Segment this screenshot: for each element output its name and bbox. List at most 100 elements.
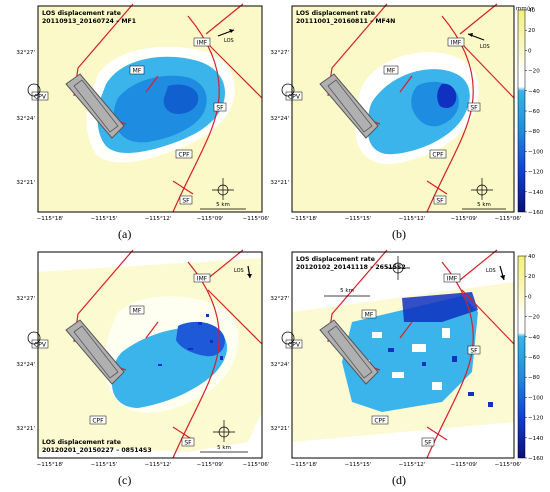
y-tick-labels: 32°27' 32°24' 32°21' — [270, 50, 289, 186]
panel-subtitle: 20120201_20150227 – 08514S3 — [42, 447, 152, 454]
panel-letter-a: (a) — [118, 227, 132, 241]
y-tick-labels: 32°27' 32°24' 32°21' — [16, 50, 35, 186]
map-panel-d: IMF MF SF CPF SF CPV LOS 5 km — [270, 249, 544, 468]
map-labels: IMF MF SF CPF SF CPV — [281, 37, 481, 205]
label-cpv: CPV — [288, 94, 301, 101]
colorbar-tick-label: −20 — [528, 69, 540, 75]
colorbar-tick-label: −60 — [528, 355, 540, 361]
colorbar-tick-label: −60 — [528, 109, 540, 115]
svg-text:−115°09': −115°09' — [197, 462, 224, 468]
svg-text:−115°06': −115°06' — [495, 216, 522, 222]
colorbar-tick-label: −120 — [528, 416, 544, 422]
north-arrow-icon — [471, 178, 493, 200]
colorbar-tick-label: −40 — [528, 89, 540, 95]
svg-text:5 km: 5 km — [216, 202, 230, 208]
map-labels: IMF MF SF CPF SF CPV — [27, 37, 227, 205]
svg-text:−115°15': −115°15' — [91, 462, 118, 468]
svg-text:−115°06': −115°06' — [243, 216, 270, 222]
panel-title: LOS displacement rate — [42, 439, 121, 446]
label-cpv: CPV — [34, 94, 47, 101]
colorbar-tick-label: −100 — [528, 395, 544, 401]
label-cpf: CPF — [178, 152, 190, 159]
label-cpf: CPF — [432, 152, 444, 159]
svg-text:32°27': 32°27' — [270, 296, 289, 302]
los-arrow-icon: LOS — [234, 265, 252, 279]
svg-text:5 km: 5 km — [217, 445, 231, 451]
x-tick-labels: −115°18' −115°15' −115°12' −115°09' −115… — [37, 216, 270, 222]
label-mf: MF — [133, 308, 142, 315]
svg-text:32°27': 32°27' — [270, 50, 289, 56]
label-sf-south: SF — [424, 440, 432, 447]
map-frame — [291, 251, 515, 459]
colorbar-tick-label: −40 — [528, 335, 540, 341]
label-mf: MF — [387, 68, 396, 75]
y-tick-labels: 32°27' 32°24' 32°21' — [270, 296, 289, 432]
svg-text:−115°12': −115°12' — [399, 462, 426, 468]
svg-text:−115°09': −115°09' — [197, 216, 224, 222]
svg-text:LOS: LOS — [224, 38, 234, 44]
label-cpf: CPF — [374, 418, 386, 425]
svg-text:−115°06': −115°06' — [243, 462, 270, 468]
svg-text:−115°18': −115°18' — [291, 216, 318, 222]
colorbar-tick-label: 40 — [528, 254, 536, 260]
svg-text:−115°18': −115°18' — [37, 216, 64, 222]
svg-text:32°24': 32°24' — [270, 116, 289, 122]
los-arrow-icon: LOS — [217, 29, 235, 44]
map-panel-b: IMF MF SF CPF SF CPV LOS 5 km — [270, 3, 544, 222]
svg-text:LOS: LOS — [234, 268, 244, 274]
label-cpv: CPV — [288, 342, 301, 349]
colorbar-tick-label: −160 — [528, 210, 544, 216]
north-arrow-icon — [386, 256, 410, 280]
colorbar-tick-label: 40 — [528, 8, 536, 14]
svg-text:LOS: LOS — [486, 268, 496, 274]
panel-title: LOS displacement rate — [296, 10, 375, 17]
x-tick-labels: −115°18' −115°15' −115°12' −115°09' −115… — [291, 462, 522, 468]
svg-text:−115°15': −115°15' — [345, 462, 372, 468]
colorbar: mm/yr 40 20 0 −20 −40 −60 −80 −100 −120 −140 −160 — [516, 6, 544, 216]
x-tick-labels: −115°18' −115°15' −115°12' −115°09' −115… — [291, 216, 522, 222]
colorbar-tick-label: −160 — [528, 456, 544, 462]
colorbar-tick-label: −20 — [528, 315, 540, 321]
colorbar-tick-label: −140 — [528, 436, 544, 442]
colorbar: 40 20 0 −20 −40 −60 −80 −100 −120 −140 −160 — [517, 254, 544, 462]
label-mf: MF — [133, 68, 142, 75]
geothermal-plant-outline — [319, 73, 379, 139]
colorbar-unit: mm/yr — [516, 6, 535, 12]
svg-text:5 km: 5 km — [477, 202, 491, 208]
colorbar-tick-label: 0 — [528, 48, 532, 54]
svg-text:−115°12': −115°12' — [145, 462, 172, 468]
deformation-dark-band — [402, 292, 478, 322]
svg-text:−115°06': −115°06' — [495, 462, 522, 468]
svg-text:−115°18': −115°18' — [37, 462, 64, 468]
geothermal-plant-outline — [319, 319, 379, 385]
svg-text:32°24': 32°24' — [270, 362, 289, 368]
map-labels: IMF MF CPF SF CPV — [27, 273, 211, 447]
label-imf: IMF — [451, 40, 462, 47]
colorbar-tick-label: −100 — [528, 149, 544, 155]
label-mf: MF — [365, 312, 374, 319]
svg-text:−115°12': −115°12' — [399, 216, 426, 222]
panel-letter-d: (d) — [392, 473, 406, 487]
colorbar-tick-label: −120 — [528, 170, 544, 176]
label-sf: SF — [470, 105, 478, 112]
svg-text:−115°15': −115°15' — [345, 216, 372, 222]
label-sf-south: SF — [436, 198, 444, 205]
deformation-core — [437, 83, 457, 108]
fault-lines — [73, 249, 263, 459]
colorbar-tick-label: 20 — [528, 274, 536, 280]
panel-subtitle: 20120102_20141118 – 26515S2 — [296, 264, 406, 271]
map-frame — [37, 251, 263, 459]
label-imf: IMF — [197, 40, 208, 47]
panel-subtitle: 20111001_20160811 – MF4N — [296, 18, 395, 25]
svg-text:32°21': 32°21' — [16, 180, 35, 186]
panel-title: LOS displacement rate — [42, 10, 121, 17]
deformation-outer — [342, 296, 478, 412]
speckle-noise-dark — [388, 348, 493, 407]
colorbar-tick-label: 20 — [528, 28, 536, 34]
panel-title: LOS displacement rate — [296, 256, 375, 263]
svg-text:−115°09': −115°09' — [451, 216, 478, 222]
scale-bar: 5 km — [462, 202, 506, 210]
svg-text:−115°18': −115°18' — [291, 462, 318, 468]
label-imf: IMF — [197, 276, 208, 283]
svg-text:32°21': 32°21' — [270, 180, 289, 186]
